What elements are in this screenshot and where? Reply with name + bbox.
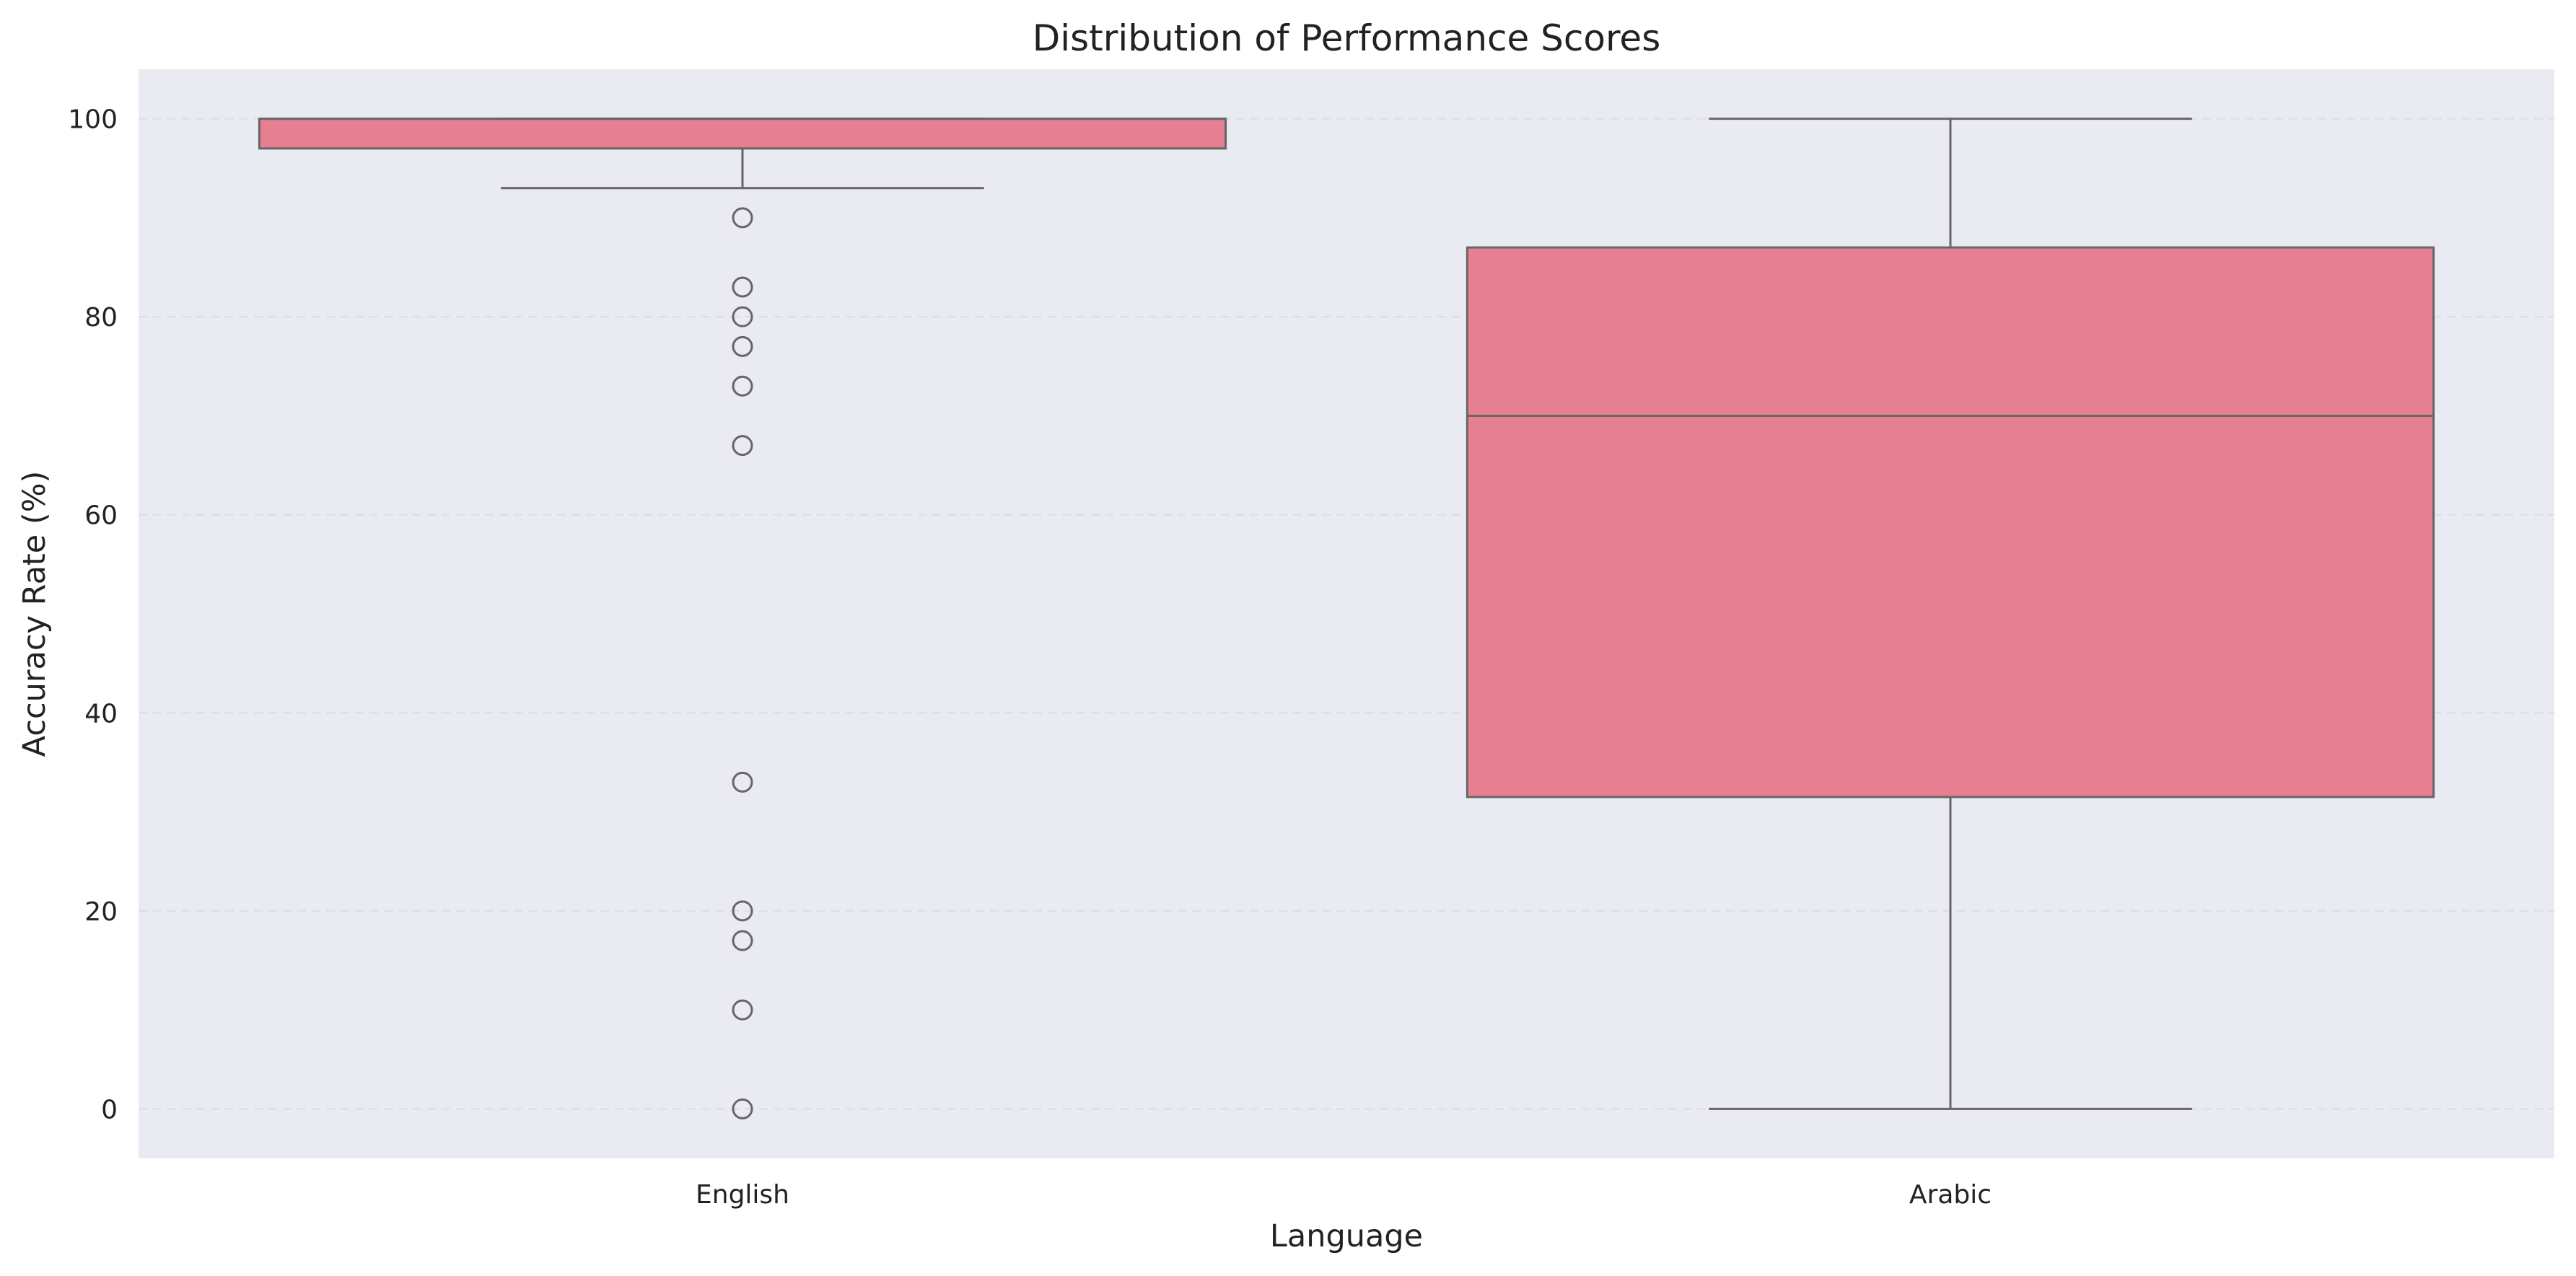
outlier-point <box>732 1098 753 1119</box>
y-tick-label: 60 <box>84 501 118 531</box>
y-axis-label: Accuracy Rate (%) <box>17 471 53 757</box>
box-body <box>258 118 1227 150</box>
outlier-point <box>732 900 753 922</box>
y-tick-label: 40 <box>84 699 118 729</box>
outlier-point <box>732 207 753 229</box>
outlier-point <box>732 435 753 457</box>
outlier-point <box>732 771 753 793</box>
box-arabic <box>1466 118 2435 1110</box>
y-tick-label: 100 <box>68 105 118 135</box>
x-tick-label: English <box>696 1180 789 1210</box>
x-tick-label: Arabic <box>1909 1180 1992 1210</box>
outlier-point <box>732 999 753 1021</box>
box-english <box>258 118 1227 1119</box>
chart-title: Distribution of Performance Scores <box>1033 17 1661 59</box>
box-body <box>1466 246 2435 798</box>
x-axis-ticks: English Arabic <box>696 1180 1992 1210</box>
x-axis-label: Language <box>1270 1218 1423 1254</box>
y-tick-label: 20 <box>84 897 118 927</box>
outlier-point <box>732 335 753 357</box>
outlier-point <box>732 375 753 397</box>
outlier-point <box>732 306 753 327</box>
outlier-point <box>732 930 753 951</box>
y-tick-label: 80 <box>84 303 118 333</box>
box-series <box>258 118 2435 1119</box>
y-tick-label: 0 <box>101 1095 118 1125</box>
y-axis-ticks: 0 20 40 60 80 100 <box>68 105 118 1125</box>
outlier-point <box>732 276 753 298</box>
